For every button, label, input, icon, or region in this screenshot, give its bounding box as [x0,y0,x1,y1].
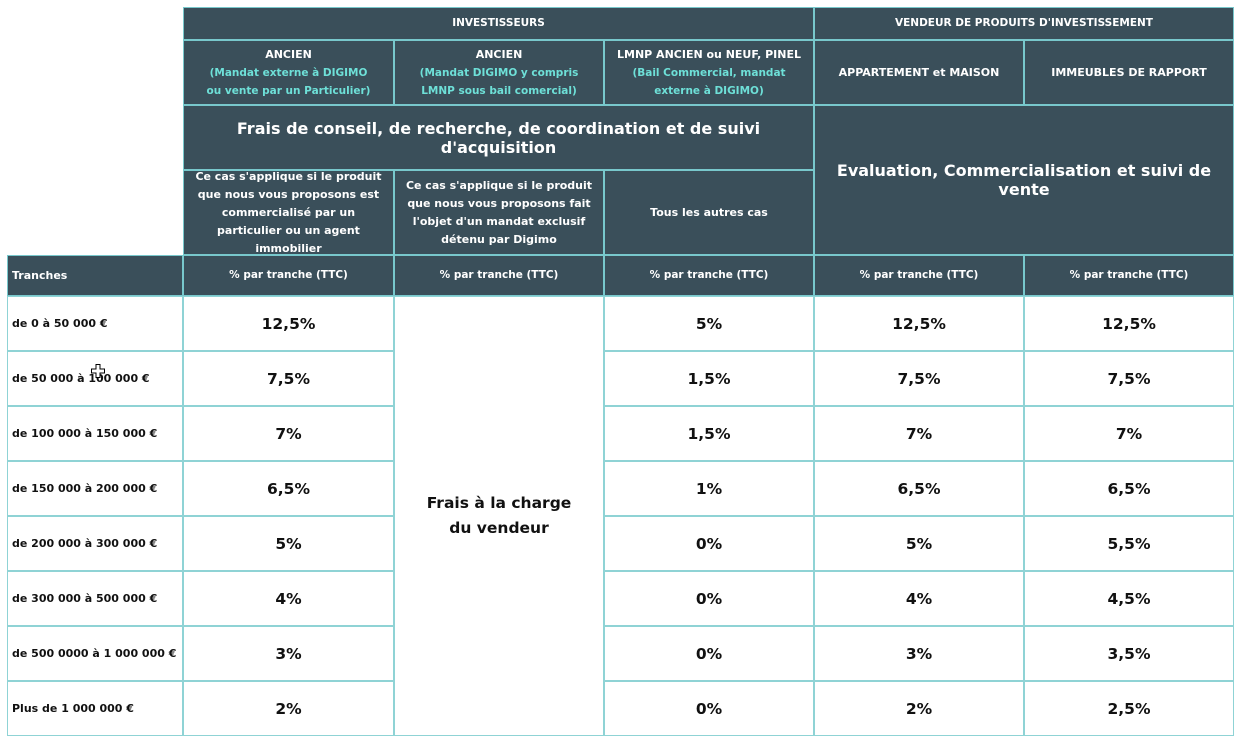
col-subtitle: (Mandat DIGIMO y compris LMNP sous bail … [419,66,579,97]
col-title: ANCIEN [475,47,523,61]
vendeur-header: VENDEUR DE PRODUITS D'INVESTISSEMENT [814,7,1234,40]
col-title: LMNP ANCIEN ou NEUF, PINEL [617,47,801,61]
rate-cell: 7% [814,406,1024,461]
rate-cell: 5% [183,516,394,571]
rate-cell: 0% [604,681,814,736]
rate-cell: 7,5% [183,351,394,406]
tranche-cell: de 300 000 à 500 000 € [7,571,183,626]
tranche-cell: de 100 000 à 150 000 € [7,406,183,461]
col-header-ancien-externe: ANCIEN (Mandat externe à DIGIMO ou vente… [183,40,394,105]
frais-vendeur-merged-cell: Frais à la charge du vendeur [394,296,604,736]
tranches-header: Tranches [7,255,183,296]
rate-cell: 12,5% [814,296,1024,351]
tranche-cell: de 0 à 50 000 € [7,296,183,351]
rate-cell: 12,5% [183,296,394,351]
col-title: ANCIEN [265,47,312,61]
tranche-cell: de 500 0000 à 1 000 000 € [7,626,183,681]
rate-cell: 6,5% [183,461,394,516]
rate-cell: 7,5% [1024,351,1234,406]
note-particulier: Ce cas s'applique si le produit que nous… [183,170,394,255]
rate-cell: 0% [604,516,814,571]
rate-cell: 4% [814,571,1024,626]
col-title: IMMEUBLES DE RAPPORT [1051,65,1207,79]
rate-cell: 1,5% [604,406,814,461]
rate-cell: 1,5% [604,351,814,406]
col-subtitle: (Mandat externe à DIGIMO ou vente par un… [206,66,371,97]
rate-cell: 5% [814,516,1024,571]
rate-cell: 0% [604,571,814,626]
rate-cell: 3% [814,626,1024,681]
tranche-cell: de 150 000 à 200 000 € [7,461,183,516]
rate-cell: 4% [183,571,394,626]
pct-header-col2: % par tranche (TTC) [394,255,604,296]
note-autres-cas: Tous les autres cas [604,170,814,255]
col-header-ancien-digimo: ANCIEN (Mandat DIGIMO y compris LMNP sou… [394,40,604,105]
rate-cell: 7% [1024,406,1234,461]
col-title: APPARTEMENT et MAISON [838,65,1000,79]
rate-cell: 7% [183,406,394,461]
rate-cell: 2% [814,681,1024,736]
pct-header-col1: % par tranche (TTC) [183,255,394,296]
rate-cell: 1% [604,461,814,516]
vente-section-title: Evaluation, Commercialisation et suivi d… [814,105,1234,255]
pct-header-col3: % par tranche (TTC) [604,255,814,296]
col-header-lmnp-pinel: LMNP ANCIEN ou NEUF, PINEL (Bail Commerc… [604,40,814,105]
rate-cell: 5% [604,296,814,351]
col-header-appartement-maison: APPARTEMENT et MAISON [814,40,1024,105]
merged-line-2: du vendeur [449,519,549,537]
tranche-cell: de 200 000 à 300 000 € [7,516,183,571]
acquisition-section-title: Frais de conseil, de recherche, de coord… [183,105,814,170]
rate-cell: 6,5% [814,461,1024,516]
note-mandat-exclusif: Ce cas s'applique si le produit que nous… [394,170,604,255]
rate-cell: 3,5% [1024,626,1234,681]
tranche-cell: de 50 000 à 100 000 € [7,351,183,406]
tranche-cell: Plus de 1 000 000 € [7,681,183,736]
rate-cell: 4,5% [1024,571,1234,626]
merged-line-1: Frais à la charge [426,494,572,512]
rate-cell: 0% [604,626,814,681]
rate-cell: 2,5% [1024,681,1234,736]
pct-header-col5: % par tranche (TTC) [1024,255,1234,296]
rate-cell: 2% [183,681,394,736]
pct-header-col4: % par tranche (TTC) [814,255,1024,296]
rate-cell: 3% [183,626,394,681]
col-subtitle: (Bail Commercial, mandat externe à DIGIM… [632,66,786,97]
rate-cell: 5,5% [1024,516,1234,571]
rate-cell: 12,5% [1024,296,1234,351]
rate-cell: 7,5% [814,351,1024,406]
rate-cell: 6,5% [1024,461,1234,516]
col-header-immeubles-rapport: IMMEUBLES DE RAPPORT [1024,40,1234,105]
investisseurs-header: INVESTISSEURS [183,7,814,40]
